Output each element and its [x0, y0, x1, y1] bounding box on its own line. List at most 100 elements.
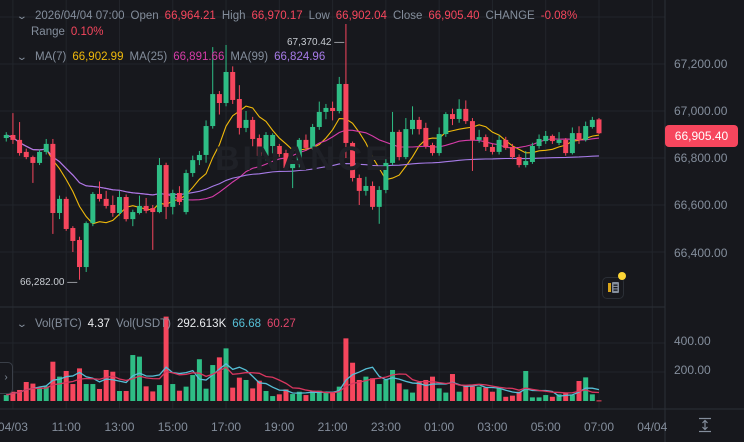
- candle-body: [136, 205, 142, 213]
- vol-btc-value: 4.37: [87, 318, 111, 330]
- vol-btc-label: Vol(BTC): [35, 318, 82, 330]
- volume-bar: [303, 395, 309, 401]
- candle-body: [503, 139, 509, 148]
- candle-body: [236, 99, 242, 128]
- volume-bar: [589, 394, 595, 401]
- chevron-down-icon[interactable]: ⌄: [16, 51, 28, 63]
- volume-bar: [296, 391, 302, 401]
- volume-bar: [516, 391, 522, 401]
- volume-bar: [463, 385, 469, 401]
- volume-bar: [203, 388, 209, 401]
- candle-body: [50, 143, 56, 213]
- candle-body: [103, 198, 109, 206]
- volume-bar: [250, 388, 256, 401]
- volume-bar: [489, 391, 495, 401]
- candle-body: [223, 71, 229, 104]
- chevron-right-icon: ›: [4, 372, 8, 383]
- candle-body: [363, 185, 369, 191]
- candle-body: [456, 108, 462, 119]
- candle-body: [370, 185, 376, 207]
- volume-bar: [443, 392, 449, 401]
- volume-bar: [430, 376, 435, 401]
- candle-body: [3, 134, 9, 139]
- volume-bar: [583, 377, 589, 401]
- volume-bar: [130, 355, 136, 401]
- candle-body: [57, 198, 63, 213]
- candle-body: [576, 133, 582, 140]
- candle-body: [376, 189, 382, 207]
- close-value: 66,905.40: [428, 10, 480, 22]
- chevron-down-icon[interactable]: ⌄: [16, 10, 28, 22]
- low-marker: 66,282.00 —: [20, 277, 78, 288]
- volume-bar: [423, 379, 429, 401]
- volume-bar: [97, 388, 102, 401]
- candle-body: [203, 126, 209, 155]
- candle-body: [523, 161, 529, 166]
- candle-body: [43, 143, 49, 152]
- candle-body: [430, 145, 435, 154]
- volume-bar: [150, 391, 156, 401]
- high-label: High: [221, 10, 246, 22]
- low-label: Low: [308, 10, 330, 22]
- high-marker-value: 67,370.42: [287, 37, 332, 48]
- price-tick: 67,200.00: [674, 57, 728, 71]
- candle-body: [549, 135, 555, 142]
- volume-ma2-line: [6, 366, 600, 396]
- time-tick: 03:00: [477, 420, 508, 434]
- volume-bar: [43, 386, 49, 401]
- chevron-down-icon[interactable]: ⌄: [16, 318, 28, 330]
- volume-bar: [529, 397, 535, 401]
- volume-bar: [243, 379, 249, 401]
- candle-body: [410, 119, 416, 130]
- news-button[interactable]: [602, 277, 624, 299]
- autoscale-button[interactable]: [697, 417, 713, 433]
- volume-bar: [270, 396, 276, 401]
- volume-bar: [396, 383, 402, 401]
- volume-bar: [350, 362, 356, 401]
- vol-usdt-label: Vol(USDT): [116, 318, 171, 330]
- candles: [3, 23, 602, 280]
- candle-body: [436, 134, 442, 154]
- volume-bar: [543, 395, 549, 401]
- candle-body: [230, 71, 236, 100]
- candle-body: [30, 157, 36, 163]
- candle-body: [350, 142, 356, 178]
- volume-bar: [196, 359, 202, 401]
- candle-body: [489, 146, 495, 152]
- candle-body: [296, 139, 302, 165]
- time-tick: 05:00: [530, 420, 561, 434]
- volume-bar: [183, 386, 189, 401]
- volume-bar: [449, 374, 455, 401]
- candle-body: [10, 134, 16, 140]
- volume-bar: [503, 396, 509, 401]
- candle-body: [536, 138, 542, 147]
- candle-body: [463, 108, 469, 122]
- expand-panel-button[interactable]: ›: [0, 362, 13, 394]
- candle-body: [170, 193, 176, 207]
- notification-dot: [618, 272, 626, 280]
- range-label: Range: [31, 26, 65, 38]
- candle-body: [110, 205, 116, 213]
- candle-body: [423, 127, 429, 147]
- ma7-value: 66,902.99: [72, 51, 124, 63]
- ohlc-legend: ⌄ 2026/04/04 07:00 Open 66,964.21 High 6…: [16, 10, 583, 22]
- ma99-line: [6, 134, 600, 196]
- candle-body: [330, 107, 336, 111]
- candle-body: [310, 126, 316, 148]
- volume-bar: [363, 376, 369, 401]
- candle-body: [469, 121, 475, 140]
- candle-body: [516, 157, 522, 166]
- volume-bar: [57, 376, 63, 401]
- candle-body: [303, 139, 309, 148]
- volume-bar: [383, 379, 389, 401]
- ma-legend: ⌄ MA(7) 66,902.99 MA(25) 66,891.66 MA(99…: [16, 51, 331, 63]
- volume-bar: [569, 395, 575, 401]
- ma7-line: [6, 105, 600, 225]
- volume-bar: [343, 338, 349, 401]
- open-value: 66,964.21: [164, 10, 216, 22]
- candle-body: [210, 94, 216, 127]
- candle-body: [156, 165, 162, 213]
- change-label: CHANGE: [485, 10, 535, 22]
- time-tick: 11:00: [51, 420, 81, 434]
